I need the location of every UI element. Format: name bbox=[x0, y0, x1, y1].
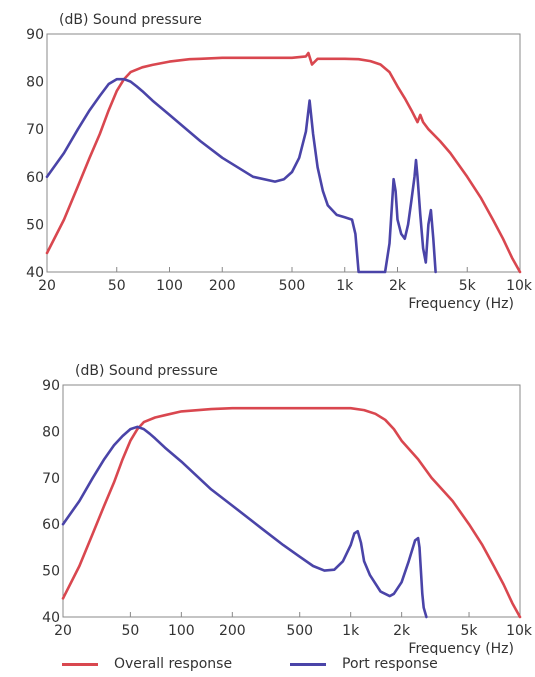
y-tick-label: 50 bbox=[26, 217, 44, 233]
x-tick-label: 2k bbox=[389, 278, 407, 294]
x-tick-label: 1k bbox=[342, 623, 360, 639]
legend-item-overall: Overall response bbox=[62, 652, 232, 676]
y-tick-label: 80 bbox=[26, 75, 44, 91]
series-line-overall bbox=[45, 51, 522, 274]
x-tick-label: 100 bbox=[156, 278, 183, 294]
legend-label-overall: Overall response bbox=[114, 656, 233, 672]
series-line-port bbox=[45, 77, 437, 274]
legend-item-port: Port response bbox=[290, 652, 438, 676]
x-tick-label: 20 bbox=[54, 623, 72, 639]
x-tick-label: 5k bbox=[461, 623, 479, 639]
y-tick-label: 80 bbox=[42, 424, 60, 440]
x-tick-label: 200 bbox=[219, 623, 246, 639]
x-tick-label: 5k bbox=[459, 278, 477, 294]
x-tick-label: 10k bbox=[506, 623, 533, 639]
y-tick-label: 90 bbox=[26, 27, 44, 43]
y-tick-label: 70 bbox=[42, 471, 60, 487]
x-axis-label: Frequency (Hz) bbox=[408, 641, 514, 655]
plot-frame bbox=[62, 384, 521, 618]
x-tick-label: 200 bbox=[209, 278, 236, 294]
y-tick-label: 50 bbox=[42, 564, 60, 580]
y-tick-label: 90 bbox=[42, 378, 60, 394]
y-tick-label: 40 bbox=[42, 610, 60, 626]
plot-frame bbox=[46, 33, 521, 273]
x-tick-label: 1k bbox=[336, 278, 354, 294]
y-tick-label: 40 bbox=[26, 265, 44, 281]
series-line-port bbox=[61, 425, 428, 619]
legend-label-port: Port response bbox=[342, 656, 438, 672]
x-tick-label: 2k bbox=[393, 623, 411, 639]
x-tick-label: 20 bbox=[38, 278, 56, 294]
chart-bottom: (dB) Sound pressure 40 50 60 70 80 90 20 50 100 20… bbox=[42, 363, 533, 655]
legend-swatch-overall bbox=[62, 662, 98, 666]
chart-top: (dB) Sound pressure 40 50 60 70 80 90 20 50 100 20… bbox=[26, 12, 533, 312]
series-line-overall bbox=[61, 406, 522, 619]
legend: Overall response Port response bbox=[62, 652, 532, 676]
y-axis-label: (dB) Sound pressure bbox=[59, 12, 202, 28]
x-tick-label: 50 bbox=[108, 278, 126, 294]
legend-swatch-port bbox=[290, 662, 326, 666]
y-tick-label: 70 bbox=[26, 122, 44, 138]
y-tick-label: 60 bbox=[26, 170, 44, 186]
x-tick-label: 100 bbox=[168, 623, 195, 639]
x-tick-label: 500 bbox=[279, 278, 306, 294]
x-tick-label: 10k bbox=[506, 278, 533, 294]
x-tick-label: 500 bbox=[286, 623, 313, 639]
x-axis-label: Frequency (Hz) bbox=[408, 296, 514, 312]
x-tick-label: 50 bbox=[121, 623, 139, 639]
y-tick-label: 60 bbox=[42, 517, 60, 533]
y-axis-label: (dB) Sound pressure bbox=[75, 363, 218, 379]
